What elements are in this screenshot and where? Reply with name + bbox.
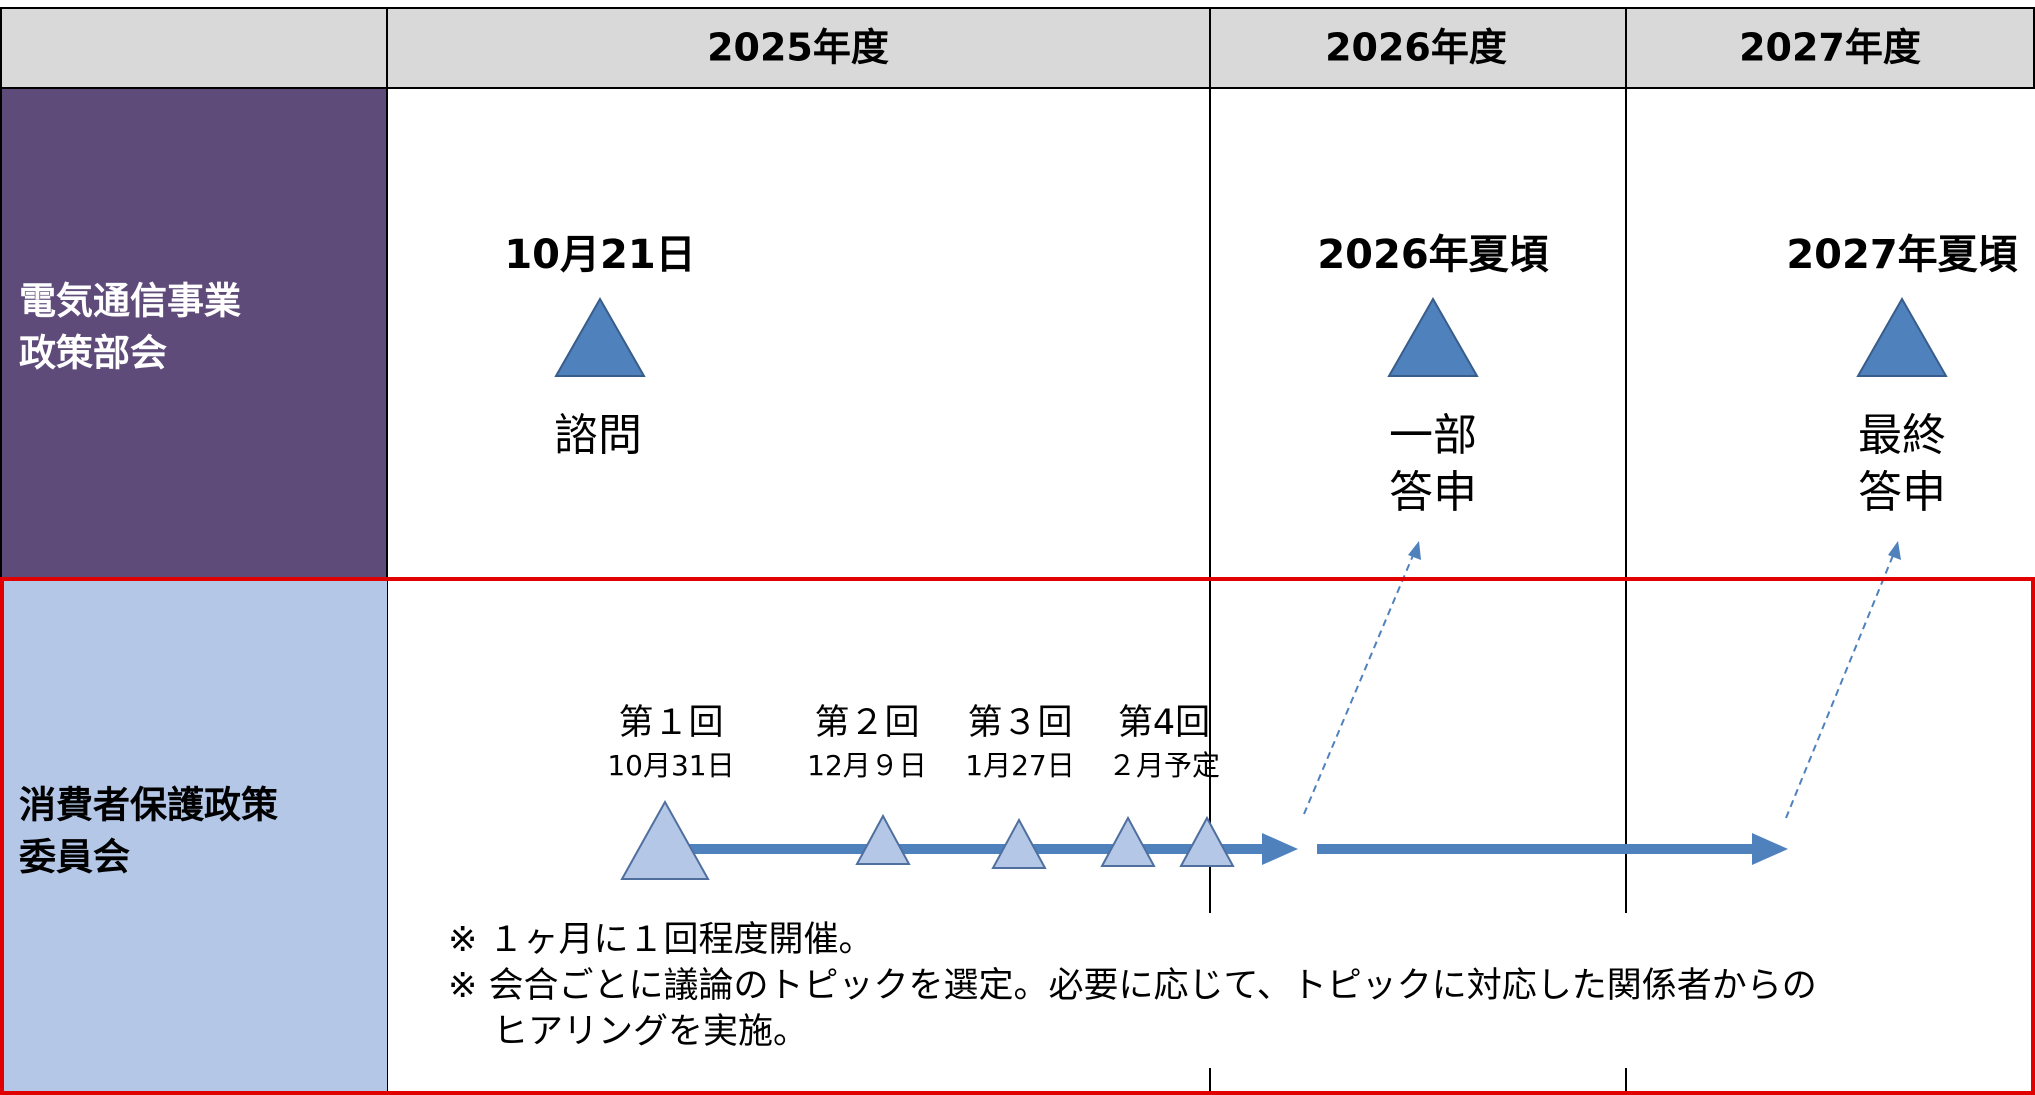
row-label: 電気通信事業 [19, 280, 241, 323]
dashed-arrow [1785, 552, 1895, 819]
arrow-head [1888, 541, 1901, 560]
row-label: 消費者保護政策 [19, 784, 278, 827]
meeting-date: 12月９日 [807, 749, 927, 782]
meeting-date: 10月31日 [607, 749, 734, 782]
meeting-marker [855, 813, 911, 865]
row-label-cell [0, 87, 388, 579]
milestone-text: 答申 [1389, 467, 1477, 518]
year-header: 2027年度 [1739, 26, 1921, 70]
meeting-date: ２月予定 [1108, 749, 1220, 782]
milestone-date: 2026年夏頃 [1317, 232, 1548, 278]
milestone-date: 2027年夏頃 [1786, 232, 2017, 278]
year-header: 2025年度 [707, 26, 889, 70]
meeting-marker [620, 799, 710, 880]
milestone-text: 答申 [1858, 467, 1946, 518]
meeting-title: 第１回 [618, 703, 723, 743]
meeting-marker [991, 817, 1047, 869]
year-header: 2026年度 [1325, 26, 1507, 70]
milestone-text: 諮問 [554, 410, 642, 461]
milestone-date: 10月21日 [504, 232, 695, 278]
note: ※ 会合ごとに議論のトピックを選定。必要に応じて、トピックに対応した関係者からの [448, 966, 1817, 1006]
meeting-title: 第4回 [1118, 703, 1210, 743]
meeting-marker [1100, 815, 1156, 867]
arrow-head [1752, 833, 1788, 865]
note: ※ １ヶ月に１回程度開催。 [448, 920, 873, 960]
meeting-title: 第３回 [967, 703, 1072, 743]
row-label: 政策部会 [19, 332, 167, 375]
meeting-marker [1179, 815, 1235, 867]
note: ヒアリングを実施。 [493, 1012, 808, 1052]
milestone-text: 最終 [1858, 410, 1946, 461]
row-label-cell [2, 579, 387, 1093]
highlight-border [0, 577, 2035, 1095]
arrow-head [1408, 541, 1421, 560]
milestone-marker [1856, 296, 1948, 377]
dashed-arrow [1303, 552, 1415, 815]
row-label: 委員会 [19, 836, 130, 879]
meeting-title: 第２回 [814, 703, 919, 743]
milestone-text: 一部 [1389, 410, 1477, 461]
meeting-date: 1月27日 [965, 749, 1074, 782]
milestone-marker [1387, 296, 1479, 377]
milestone-marker [554, 296, 646, 377]
header-bar [0, 7, 2035, 89]
arrow-head [1262, 833, 1298, 865]
